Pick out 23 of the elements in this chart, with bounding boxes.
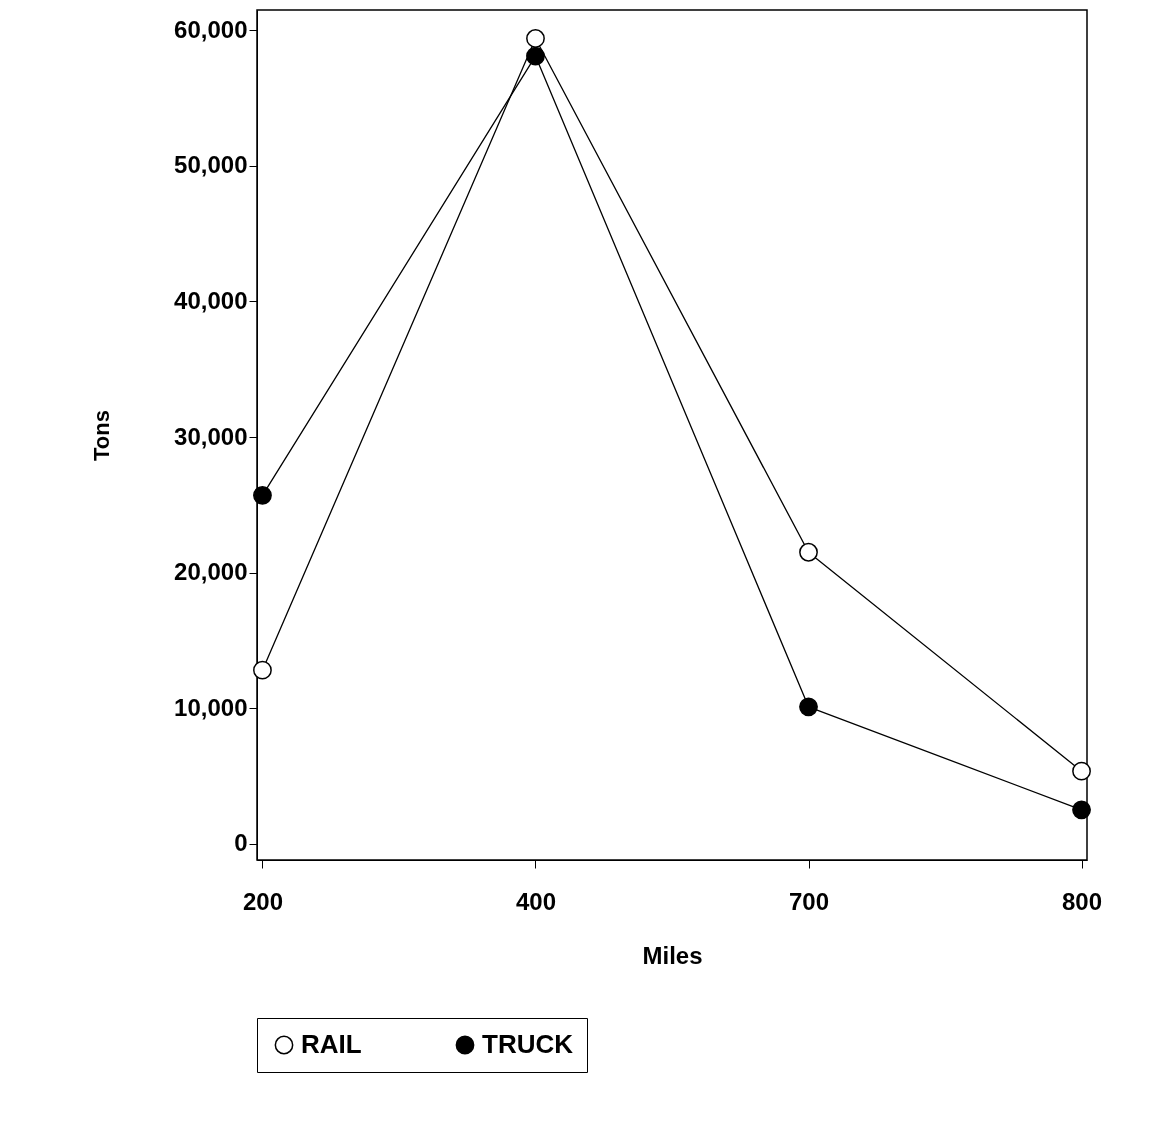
point — [799, 542, 818, 562]
point — [253, 485, 272, 505]
y-tick-label: 10,000 — [174, 693, 248, 721]
x-tick-label: 800 — [1062, 887, 1103, 915]
y-tick-label: 0 — [234, 829, 248, 857]
point — [526, 46, 545, 66]
y-tick-label: 60,000 — [174, 15, 248, 43]
point — [1072, 800, 1091, 820]
x-tick-label: 700 — [788, 887, 830, 915]
legend-label: TRUCK — [482, 1029, 574, 1059]
x-tick-label: 400 — [515, 887, 557, 915]
y-tick-label: 20,000 — [174, 558, 248, 586]
y-tick-label: 30,000 — [174, 422, 248, 450]
legend-label: RAIL — [301, 1029, 362, 1059]
x-axis-title: Miles — [642, 941, 703, 969]
y-tick-label: 50,000 — [174, 151, 248, 179]
point — [799, 697, 818, 717]
y-tick-label: 40,000 — [174, 286, 248, 314]
point — [253, 660, 272, 680]
y-axis-title: Tons — [89, 410, 115, 461]
point — [1072, 761, 1091, 781]
point — [526, 29, 545, 48]
x-tick-label: 200 — [242, 887, 283, 915]
